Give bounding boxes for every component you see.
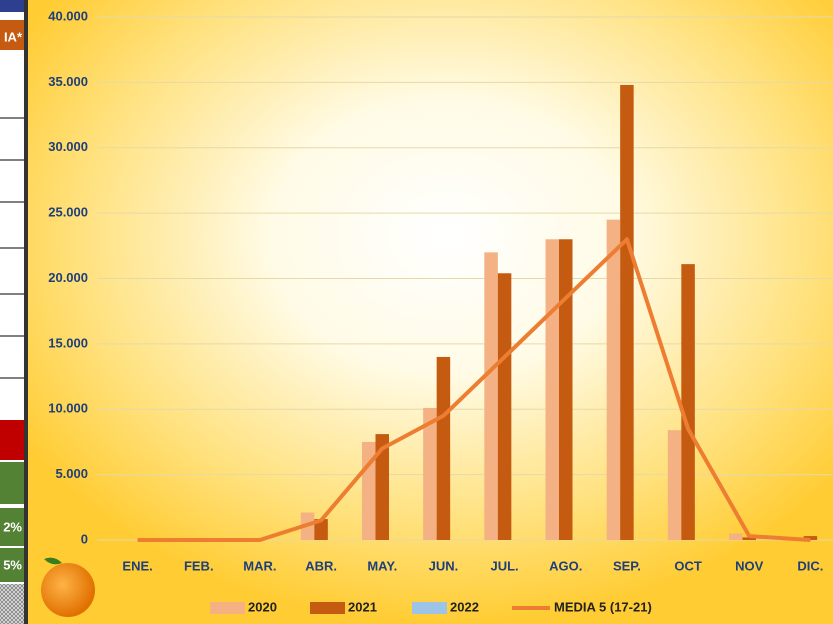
y-tick-label: 30.000 — [48, 139, 88, 154]
y-tick-label: 25.000 — [48, 205, 88, 220]
legend-label: 2022 — [450, 599, 479, 614]
legend-label: 2021 — [348, 599, 377, 614]
legend-swatch — [210, 602, 245, 614]
x-tick-label: MAR. — [243, 558, 276, 573]
bar — [314, 519, 328, 540]
y-tick-label: 35.000 — [48, 74, 88, 89]
bar — [742, 537, 756, 540]
bar — [423, 407, 437, 540]
x-tick-label: SEP. — [613, 558, 641, 573]
y-tick-label: 15.000 — [48, 335, 88, 350]
bar — [375, 434, 389, 540]
bar — [681, 264, 695, 540]
y-tick-label: 0 — [81, 531, 88, 546]
x-tick-label: AGO. — [549, 558, 582, 573]
x-tick-label: NOV — [735, 558, 764, 573]
legend-swatch — [310, 602, 345, 614]
legend-label: 2020 — [248, 599, 277, 614]
bar — [545, 239, 559, 540]
table-cell: IA* — [4, 29, 23, 44]
y-tick-label: 10.000 — [48, 401, 88, 416]
x-tick-label: ABR. — [305, 558, 337, 573]
bar — [484, 252, 498, 540]
x-tick-label: DIC. — [797, 558, 823, 573]
y-tick-label: 5.000 — [55, 466, 88, 481]
orange-icon — [41, 557, 95, 617]
bar — [606, 219, 621, 540]
y-tick-label: 20.000 — [48, 270, 88, 285]
bar — [667, 430, 682, 540]
x-tick-label: JUL. — [490, 558, 518, 573]
bar — [729, 533, 743, 540]
table-cell: 2% — [3, 519, 22, 534]
bar — [497, 273, 512, 540]
x-tick-label: ENE. — [122, 558, 152, 573]
y-tick-label: 40.000 — [48, 8, 88, 23]
x-tick-label: JUN. — [429, 558, 459, 573]
bar — [559, 239, 573, 540]
bar — [436, 356, 451, 540]
bar — [620, 84, 634, 541]
legend-swatch — [412, 602, 447, 614]
side-table: IA* 2% 5% — [0, 0, 28, 624]
table-cell: 5% — [3, 557, 22, 572]
line — [137, 237, 811, 542]
x-tick-label: MAY. — [367, 558, 397, 573]
x-tick-label: OCT — [674, 558, 702, 573]
x-tick-label: FEB. — [184, 558, 214, 573]
legend-label: MEDIA 5 (17-21) — [554, 599, 652, 614]
